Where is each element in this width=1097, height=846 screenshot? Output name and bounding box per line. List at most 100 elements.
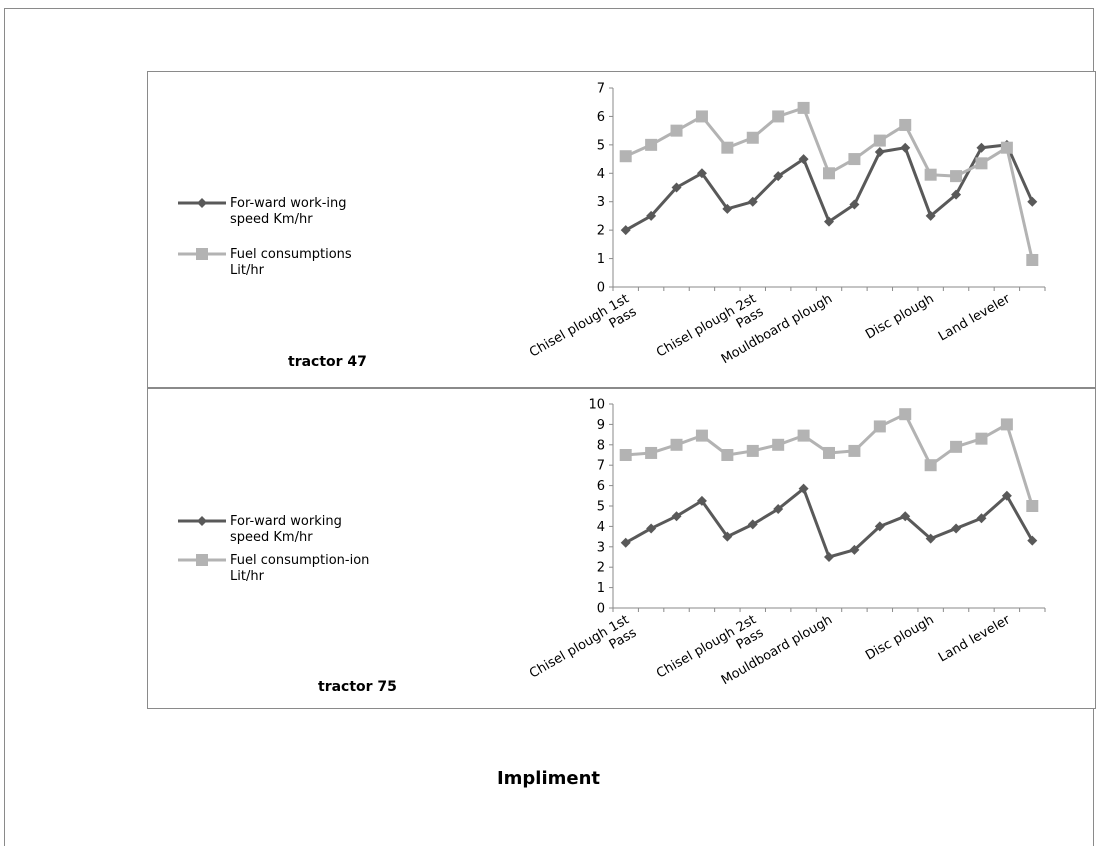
speed-data-point bbox=[976, 513, 987, 524]
y-tick-label: 4 bbox=[597, 520, 605, 535]
speed-data-point bbox=[951, 523, 962, 534]
x-category-label: Chisel plough 1stPass bbox=[527, 291, 639, 360]
fuel-data-point bbox=[645, 138, 658, 151]
svg-text:Land leveler: Land leveler bbox=[936, 291, 1013, 344]
legend-fuel-marker bbox=[196, 248, 208, 260]
x-category-label: Chisel plough 2stPass bbox=[654, 612, 766, 694]
speed-data-point bbox=[1027, 196, 1038, 207]
legend-fuel-label: Fuel consumptions Lit/hr bbox=[230, 247, 352, 278]
y-tick-label: 9 bbox=[597, 418, 605, 433]
speed-data-point bbox=[798, 483, 809, 494]
fuel-data-point bbox=[695, 110, 708, 123]
x-category-label: Chisel plough 2stPass bbox=[654, 291, 766, 373]
svg-text:Chisel plough 2stPass: Chisel plough 2stPass bbox=[654, 291, 766, 373]
fuel-data-point bbox=[975, 157, 988, 170]
fuel-data-point bbox=[695, 429, 708, 442]
y-tick-label: 7 bbox=[597, 459, 605, 474]
svg-text:Chisel plough 1stPass: Chisel plough 1stPass bbox=[527, 612, 639, 694]
y-tick-label: 0 bbox=[597, 281, 605, 296]
speed-data-point bbox=[646, 523, 657, 534]
speed-data-point bbox=[874, 521, 885, 532]
y-tick-label: 5 bbox=[597, 138, 605, 153]
x-category-label: Chisel plough 1stPass bbox=[527, 612, 639, 694]
svg-text:Disc plough: Disc plough bbox=[863, 612, 937, 663]
speed-data-point bbox=[1001, 490, 1012, 501]
fuel-data-point bbox=[924, 168, 937, 181]
speed-data-point bbox=[900, 142, 911, 153]
y-tick-label: 7 bbox=[597, 82, 605, 97]
fuel-data-point bbox=[975, 432, 988, 445]
y-tick-label: 3 bbox=[597, 540, 605, 555]
fuel-data-point bbox=[721, 141, 734, 154]
chart-panel-tractor-75: 0 1 2 3 4 5 6 7 8 9 10 Chisel plough 1stPass Chisel … bbox=[147, 388, 1096, 709]
fuel-data-point bbox=[670, 124, 683, 137]
speed-data-point bbox=[722, 203, 733, 214]
chart-tractor-75: 0 1 2 3 4 5 6 7 8 9 10 Chisel plough 1stPass Chisel … bbox=[178, 398, 1046, 695]
legend-fuel-label: Fuel consumption-ion Lit/hr bbox=[230, 553, 369, 584]
legend-fuel-marker bbox=[196, 554, 208, 566]
speed-series-line bbox=[624, 487, 1034, 559]
y-tick-label: 2 bbox=[597, 224, 605, 239]
speed-data-point bbox=[824, 552, 834, 562]
speed-data-point bbox=[747, 519, 758, 530]
fuel-data-point bbox=[721, 449, 734, 461]
fuel-data-point bbox=[1000, 418, 1013, 431]
speed-data-point bbox=[798, 154, 809, 165]
speed-data-point bbox=[747, 196, 758, 207]
speed-data-point bbox=[773, 504, 784, 515]
fuel-data-point bbox=[950, 170, 963, 183]
fuel-data-point bbox=[823, 167, 835, 180]
speed-data-point bbox=[646, 210, 657, 221]
speed-data-point bbox=[925, 533, 936, 544]
fuel-data-point bbox=[797, 429, 810, 442]
x-category-label: Land leveler bbox=[936, 291, 1013, 344]
y-tick-label: 10 bbox=[588, 398, 605, 413]
fuel-data-point bbox=[1026, 500, 1039, 512]
svg-text:Disc plough: Disc plough bbox=[863, 291, 937, 342]
frame-left-border bbox=[4, 8, 5, 846]
speed-data-point bbox=[696, 168, 707, 179]
legend-speed-marker bbox=[197, 516, 207, 526]
legend-speed-marker bbox=[197, 198, 207, 208]
fuel-data-point bbox=[772, 438, 785, 451]
speed-data-point bbox=[874, 146, 885, 157]
y-tick-label: 4 bbox=[597, 167, 605, 182]
speed-data-point bbox=[696, 495, 707, 506]
speed-data-point bbox=[824, 216, 834, 227]
x-axis-title: Impliment bbox=[496, 768, 601, 789]
fuel-data-point bbox=[670, 438, 683, 451]
y-tick-label: 5 bbox=[597, 500, 605, 515]
y-tick-label: 1 bbox=[597, 581, 605, 596]
fuel-data-point bbox=[619, 150, 632, 163]
speed-data-point bbox=[976, 142, 987, 153]
fuel-data-point bbox=[746, 131, 759, 144]
y-tick-label: 0 bbox=[597, 602, 605, 617]
fuel-data-point bbox=[1026, 253, 1039, 266]
speed-data-point bbox=[671, 182, 682, 193]
y-tick-label: 6 bbox=[597, 110, 605, 125]
fuel-data-point bbox=[873, 134, 886, 147]
chart-tractor-47: 0 1 2 3 4 5 6 7 Chisel plough 1stPass Chisel plou… bbox=[178, 82, 1046, 373]
legend-speed-label: For-ward working speed Km/hr bbox=[230, 514, 342, 545]
speed-data-point bbox=[900, 511, 911, 522]
fuel-data-point bbox=[645, 446, 658, 459]
y-tick-label: 8 bbox=[597, 438, 605, 453]
tractor-panel-label: tractor 47 bbox=[288, 354, 367, 370]
x-category-label: Disc plough bbox=[863, 612, 937, 663]
speed-data-point bbox=[722, 531, 733, 542]
frame-top-border bbox=[4, 8, 1094, 9]
speed-data-point bbox=[849, 544, 860, 555]
y-tick-label: 2 bbox=[597, 561, 605, 576]
speed-data-point bbox=[1027, 535, 1038, 546]
speed-data-point bbox=[620, 537, 631, 548]
fuel-data-point bbox=[797, 101, 810, 114]
chart-panel-tractor-47: 0 1 2 3 4 5 6 7 Chisel plough 1stPass Chisel plou… bbox=[147, 71, 1096, 388]
legend-speed-label: For-ward work-ing speed Km/hr bbox=[230, 196, 347, 227]
speed-data-point bbox=[620, 225, 631, 236]
tractor-panel-label: tractor 75 bbox=[318, 679, 397, 695]
fuel-data-point bbox=[772, 110, 785, 123]
svg-text:Chisel plough 2stPass: Chisel plough 2stPass bbox=[654, 612, 766, 694]
x-category-label: Disc plough bbox=[863, 291, 937, 342]
fuel-data-point bbox=[1000, 141, 1013, 154]
